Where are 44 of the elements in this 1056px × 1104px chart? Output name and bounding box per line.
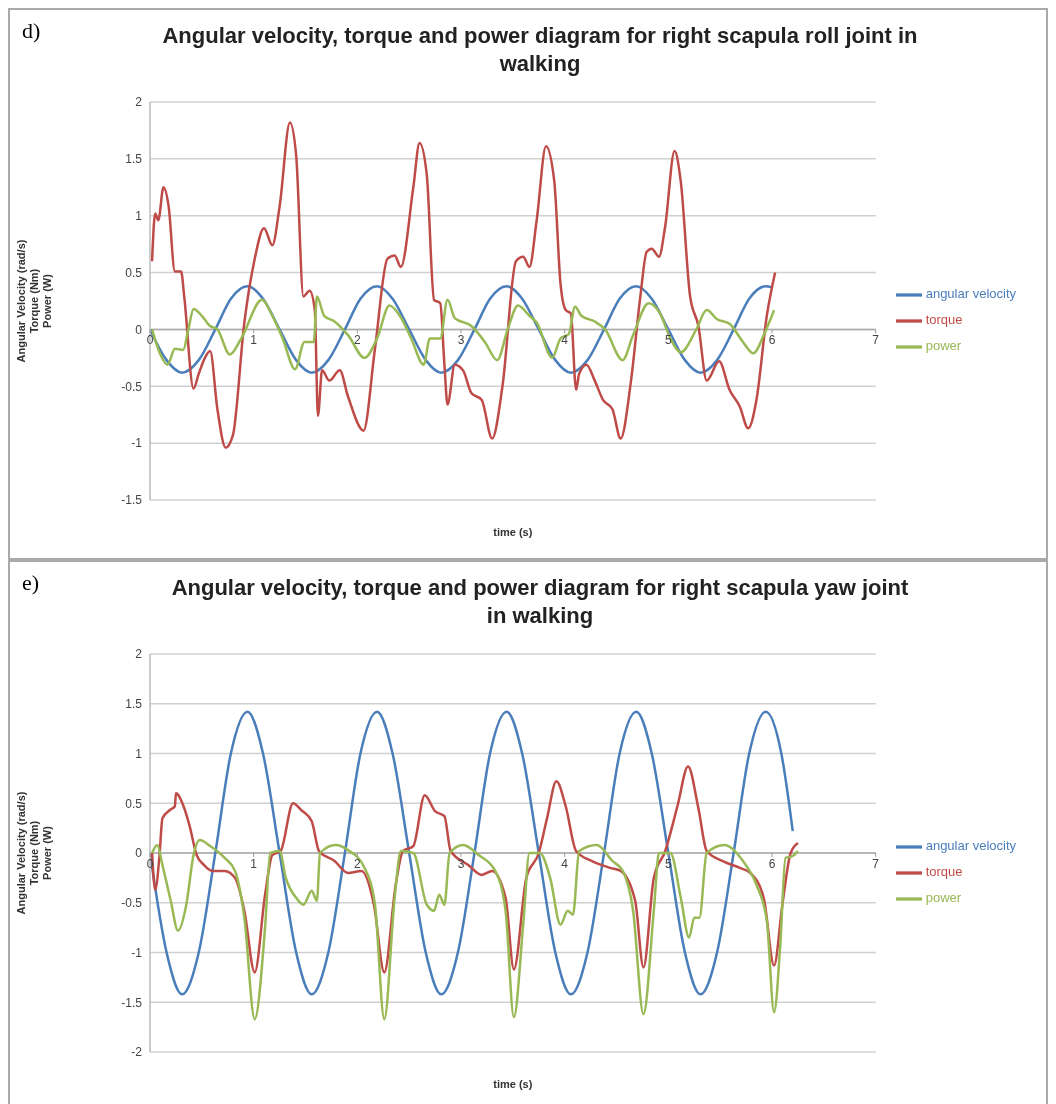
x-tick-label: 1 <box>250 333 258 348</box>
y-tick-label: 1.5 <box>125 697 143 712</box>
x-tick-label: 7 <box>872 333 880 348</box>
x-tick-label: 3 <box>457 333 465 348</box>
x-tick-label: 5 <box>664 333 672 348</box>
x-tick-label: 2 <box>353 857 361 871</box>
x-tick-label: 1 <box>250 857 258 871</box>
x-tick-label: 4 <box>561 333 569 348</box>
y-tick-label: 2 <box>135 95 143 110</box>
y-tick-label: 0.5 <box>125 265 143 280</box>
y-tick-label: 0.5 <box>125 796 143 811</box>
y-tick-label: -1 <box>131 436 143 451</box>
y-tick-label: -1 <box>131 945 143 960</box>
legend-label: angular velocity <box>925 286 1016 302</box>
y-tick-label: -0.5 <box>121 896 143 911</box>
y-tick-label: -1.5 <box>121 493 143 508</box>
chart-title: Angular velocity, torque and power diagram for right scapula yaw joint in walking <box>170 574 910 630</box>
y-tick-label: 0 <box>135 846 143 861</box>
x-tick-label: 6 <box>768 333 776 348</box>
x-tick-label: 7 <box>872 857 880 871</box>
y-tick-label: 0 <box>135 322 143 337</box>
x-tick-label: 2 <box>353 333 361 348</box>
legend-label: torque <box>925 864 963 880</box>
text: d) <box>22 18 41 44</box>
y-axis-title: Angular Velocity (rad/s) Torque (Nm) Power (W) <box>15 239 53 363</box>
legend-label: torque <box>925 312 963 328</box>
text: e) <box>22 570 40 596</box>
y-tick-label: 1 <box>135 746 143 761</box>
y-tick-label: -1.5 <box>121 995 143 1010</box>
x-axis-title: time (s) <box>493 1078 533 1090</box>
x-tick-label: 0 <box>146 333 154 348</box>
y-tick-label: -0.5 <box>121 379 143 394</box>
x-axis-title: time (s) <box>493 526 533 538</box>
y-tick-label: -2 <box>131 1045 143 1060</box>
legend-label: power <box>925 890 962 906</box>
y-tick-label: 1 <box>135 208 143 223</box>
x-tick-label: 6 <box>768 857 776 871</box>
chart-title: Angular velocity, torque and power diagram for right scapula roll joint in walking <box>161 22 919 78</box>
legend-label: angular velocity <box>925 838 1016 854</box>
y-tick-label: 2 <box>135 647 143 662</box>
legend-label: power <box>925 338 962 354</box>
y-tick-label: 1.5 <box>125 152 143 167</box>
y-axis-title: Angular Velocity (rad/s) Torque (Nm) Power (W) <box>15 791 53 915</box>
x-tick-label: 4 <box>561 857 569 871</box>
